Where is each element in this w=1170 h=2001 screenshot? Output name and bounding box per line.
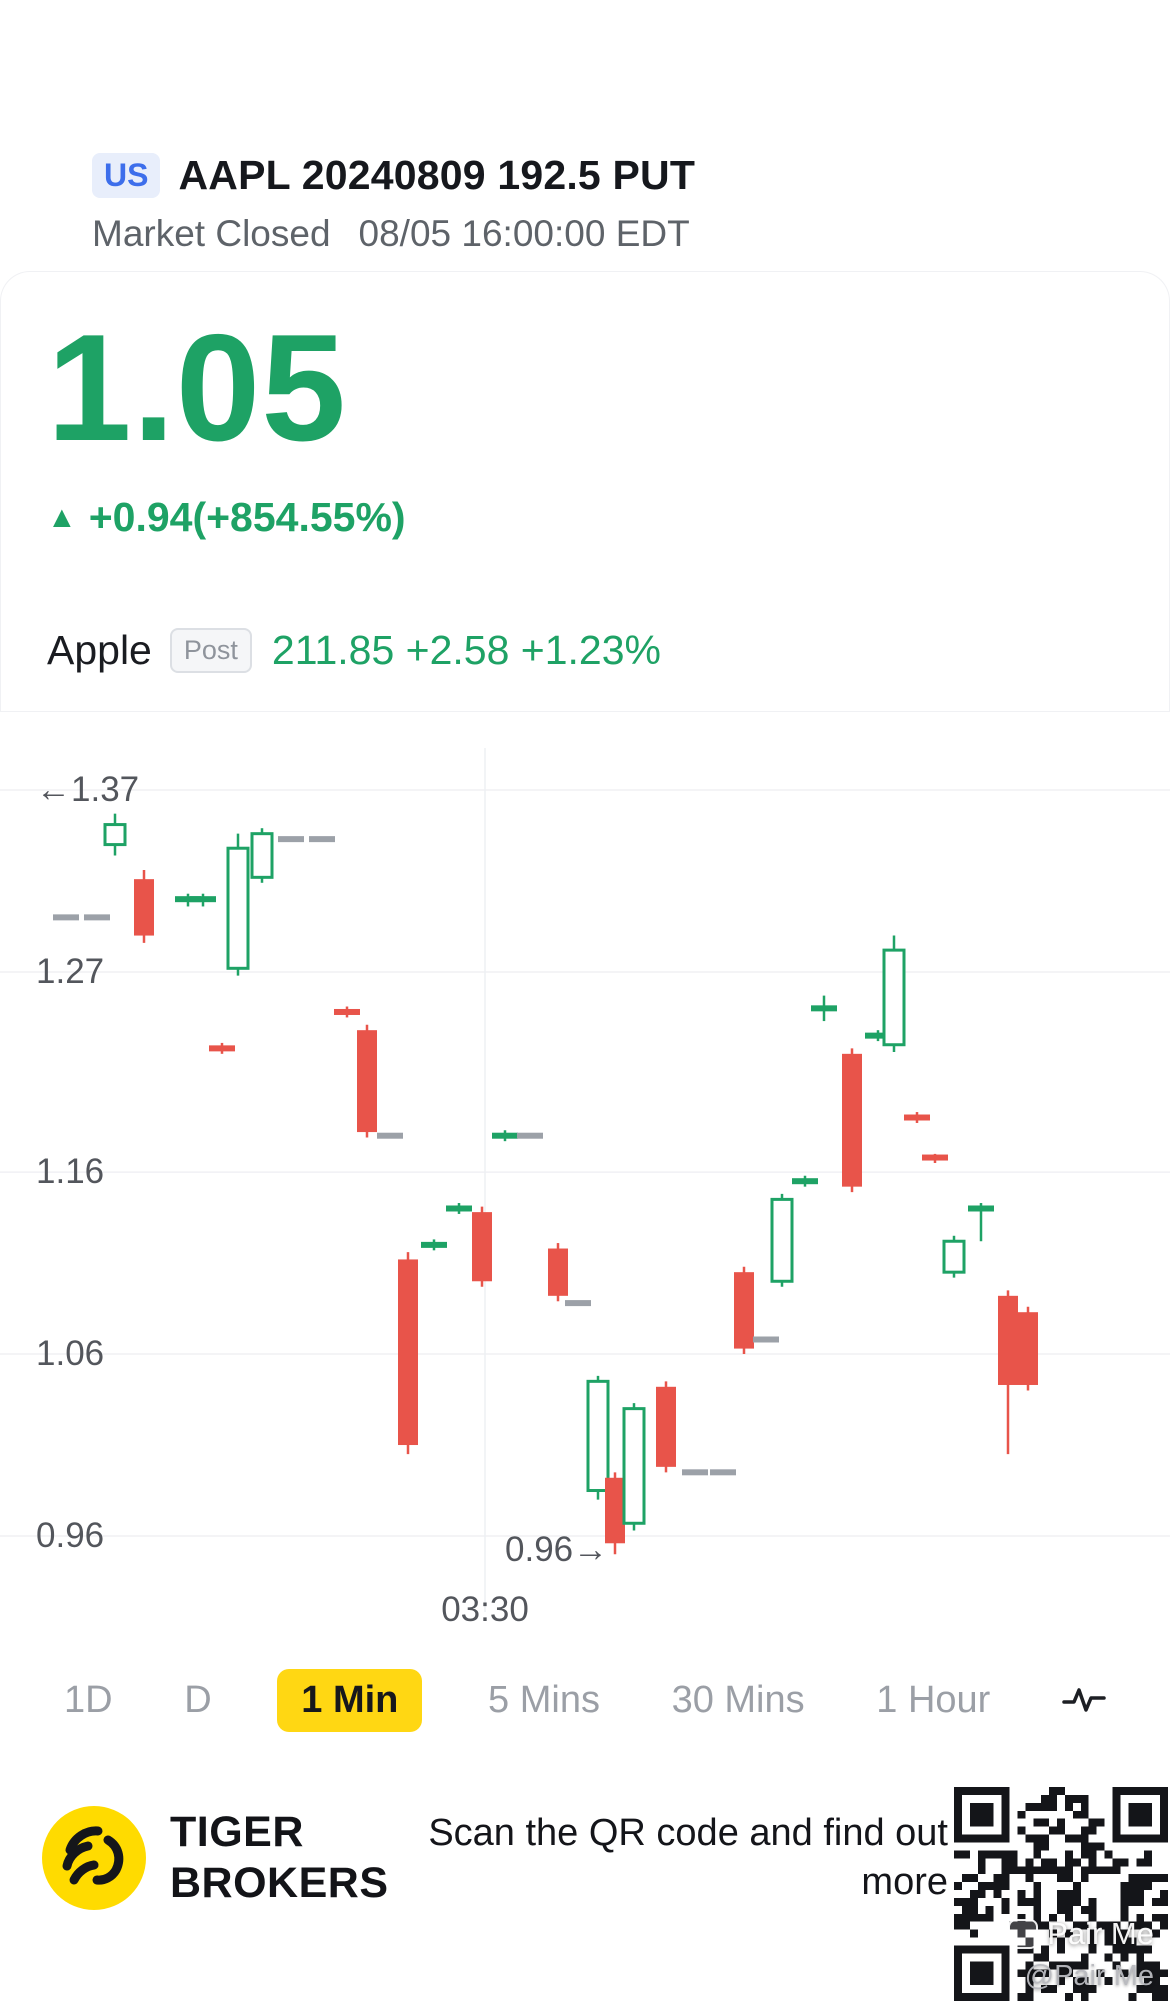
candle-doji bbox=[175, 896, 201, 903]
qr-caption: Scan the QR code and find out more bbox=[428, 1811, 948, 1903]
candle-doji bbox=[565, 1300, 591, 1307]
subtitle-row: Market Closed 08/05 16:00:00 EDT bbox=[92, 213, 1078, 255]
candle-doji bbox=[84, 914, 110, 921]
pair-logo-icon bbox=[1008, 1919, 1039, 1949]
candle-body-up bbox=[622, 1407, 646, 1525]
candle-body-down bbox=[398, 1259, 418, 1446]
candle-body-down bbox=[842, 1053, 862, 1187]
underlying-name: Apple bbox=[47, 627, 152, 673]
candle-doji bbox=[278, 836, 304, 843]
candle-body-up bbox=[250, 832, 274, 879]
candle-body-down bbox=[472, 1212, 492, 1282]
market-region-badge: US bbox=[92, 153, 161, 198]
underlying-quote: 211.85 +2.58 +1.23% bbox=[271, 627, 661, 673]
brand-line1: TIGER bbox=[170, 1808, 304, 1857]
candle-doji bbox=[421, 1241, 447, 1248]
watermark: Pair Me @Pair Me bbox=[1008, 1916, 1154, 1993]
candle-chart-canvas[interactable] bbox=[0, 712, 1170, 1652]
candle-body-down bbox=[548, 1248, 568, 1296]
watermark-line1: Pair Me bbox=[1008, 1916, 1154, 1952]
tab-5mins[interactable]: 5 Mins bbox=[482, 1669, 606, 1732]
period-tabs: 1D D 1 Min 5 Mins 30 Mins 1 Hour bbox=[58, 1669, 1112, 1732]
y-axis-label-min: 0.96 bbox=[36, 1516, 105, 1555]
tab-1hour[interactable]: 1 Hour bbox=[870, 1669, 996, 1732]
candle-doji bbox=[968, 1205, 994, 1212]
price-change-text: +0.94(+854.55%) bbox=[88, 494, 406, 540]
up-arrow-icon: ▲ bbox=[47, 500, 77, 534]
y-axis-label: 1.16 bbox=[36, 1152, 105, 1192]
candle-doji bbox=[792, 1178, 818, 1185]
candle-doji bbox=[53, 914, 79, 921]
candle-doji bbox=[922, 1154, 948, 1161]
candle-doji bbox=[865, 1032, 891, 1039]
candle-doji bbox=[334, 1008, 360, 1015]
tiger-logo bbox=[40, 1804, 148, 1912]
x-axis-time-label: 03:30 bbox=[441, 1590, 529, 1629]
candle-body-down bbox=[998, 1295, 1018, 1385]
watermark-text: Pair Me bbox=[1047, 1916, 1154, 1951]
candle-body-down bbox=[357, 1030, 377, 1133]
candle-body-down bbox=[656, 1386, 676, 1467]
candlestick-chart[interactable]: ←1.37 1.27 1.16 1.06 0.96 0.96→ 03:30 bbox=[0, 711, 1170, 1651]
candle-body-down bbox=[734, 1272, 754, 1349]
footer: TIGER BROKERS Scan the QR code and find … bbox=[0, 1804, 1170, 1912]
underlying-row[interactable]: Apple Post 211.85 +2.58 +1.23% bbox=[47, 627, 1123, 674]
candle-doji bbox=[811, 1005, 837, 1012]
tab-30mins[interactable]: 30 Mins bbox=[666, 1669, 811, 1732]
y-axis-label-max: ←1.37 bbox=[36, 770, 140, 809]
y-axis-label: 1.06 bbox=[36, 1334, 105, 1374]
candle-body-up bbox=[103, 823, 127, 847]
candle-doji bbox=[517, 1132, 543, 1139]
last-price: 1.05 bbox=[47, 303, 347, 473]
watermark-handle: @Pair Me bbox=[1024, 1960, 1154, 1992]
candle-doji bbox=[190, 896, 216, 903]
candle-doji bbox=[309, 836, 335, 843]
candle-doji bbox=[209, 1045, 235, 1052]
candle-doji bbox=[682, 1469, 708, 1476]
candle-body-up bbox=[226, 846, 250, 970]
candle-doji bbox=[753, 1336, 779, 1343]
session-badge: Post bbox=[169, 628, 252, 673]
candle-doji bbox=[446, 1205, 472, 1212]
market-status: Market Closed bbox=[92, 213, 331, 254]
candle-doji bbox=[710, 1469, 736, 1476]
quote-timestamp: 08/05 16:00:00 EDT bbox=[358, 213, 690, 254]
tab-1min[interactable]: 1 Min bbox=[277, 1669, 423, 1732]
candle-body-down bbox=[1018, 1312, 1038, 1385]
candle-doji bbox=[492, 1132, 518, 1139]
candle-doji bbox=[904, 1114, 930, 1121]
candle-body-up bbox=[770, 1197, 794, 1283]
candle-body-down bbox=[605, 1477, 625, 1544]
y-axis-label: 1.27 bbox=[36, 951, 105, 991]
candle-body-up bbox=[586, 1379, 610, 1493]
line-chart-icon[interactable] bbox=[1056, 1676, 1112, 1725]
low-price-annotation: 0.96→ bbox=[505, 1530, 609, 1569]
quote-card: 1.05 ▲ +0.94(+854.55%) Apple Post 211.85… bbox=[0, 271, 1170, 711]
tab-d[interactable]: D bbox=[178, 1669, 217, 1732]
candle-body-down bbox=[134, 879, 154, 936]
candle-doji bbox=[377, 1132, 403, 1139]
title-row: US AAPL 20240809 192.5 PUT bbox=[92, 152, 1078, 199]
candle-body-up bbox=[882, 948, 906, 1047]
candle-body-up bbox=[942, 1239, 966, 1274]
tab-1d[interactable]: 1D bbox=[58, 1669, 119, 1732]
brand-line2: BROKERS bbox=[170, 1859, 389, 1907]
brand-name: TIGER BROKERS bbox=[170, 1807, 389, 1908]
header: US AAPL 20240809 192.5 PUT Market Closed… bbox=[0, 0, 1170, 255]
contract-title: AAPL 20240809 192.5 PUT bbox=[178, 152, 696, 198]
qr-code bbox=[954, 1787, 1168, 2001]
price-change-row: ▲ +0.94(+854.55%) bbox=[47, 494, 1123, 541]
